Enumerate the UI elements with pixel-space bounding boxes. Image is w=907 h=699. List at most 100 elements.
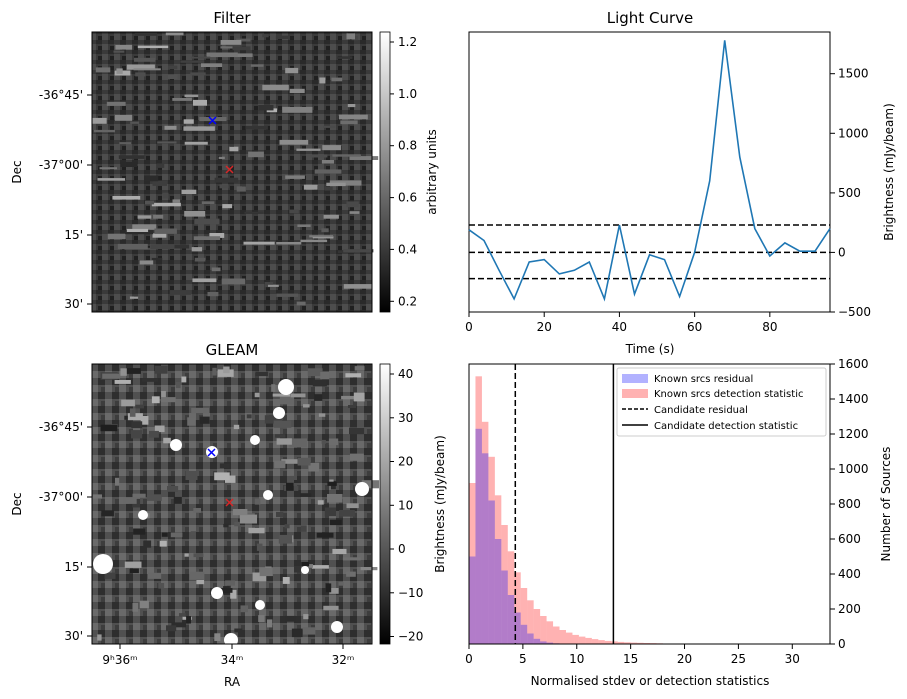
gleam-texture — [181, 376, 187, 383]
gleam-texture — [104, 572, 116, 579]
filter-streak — [201, 201, 215, 204]
filter-streak — [112, 196, 141, 200]
ra-tick-label: 32ᵐ — [332, 653, 355, 667]
histogram-bar — [514, 572, 521, 645]
colorbar-tick-label: 30 — [398, 411, 413, 425]
filter-streak — [191, 247, 203, 252]
filter-streak — [229, 146, 239, 152]
filter-streak — [232, 46, 251, 51]
gleam-colorbar — [379, 363, 391, 645]
gleam-texture — [199, 416, 210, 424]
dec-tick-label: -36°45' — [39, 420, 83, 434]
colorbar-tick-label: 40 — [398, 367, 413, 381]
histogram-bar — [546, 642, 554, 644]
filter-streak — [289, 209, 299, 214]
gleam-texture — [282, 577, 290, 584]
colorbar-tick-label: 1.0 — [398, 87, 417, 101]
filter-streak — [218, 156, 225, 160]
filter-streak — [125, 230, 154, 235]
dec-tick-label: 15' — [64, 228, 83, 242]
gleam-texture — [132, 603, 139, 612]
filter-streak — [113, 50, 125, 53]
histogram-bar — [527, 600, 534, 645]
gleam-bright-source — [255, 600, 265, 610]
filter-streak — [349, 211, 360, 214]
filter-streak — [303, 184, 318, 190]
gleam-texture — [193, 553, 204, 558]
histogram-bar — [617, 641, 625, 644]
histogram-ytick-label: 1600 — [838, 357, 869, 371]
gleam-texture — [239, 514, 257, 524]
gleam-texture — [100, 424, 118, 432]
filter-streak — [236, 186, 246, 192]
gleam-texture — [314, 394, 323, 401]
gleam-texture — [294, 566, 302, 573]
filter-streak — [151, 202, 181, 207]
legend-item-candidate-detection: Candidate detection statistic — [654, 421, 798, 432]
filter-streak — [144, 175, 159, 182]
filter-panel: Filter -36°45' -37°00' 15' 30' Dec 1.2 1.0 0.… — [10, 9, 439, 313]
filter-streak — [346, 33, 355, 40]
filter-streak — [211, 267, 221, 272]
gleam-texture — [308, 564, 313, 568]
gleam-texture — [297, 457, 311, 466]
colorbar-tick-label: 0.2 — [398, 294, 417, 308]
filter-streak — [190, 56, 211, 59]
gleam-texture — [332, 548, 347, 554]
filter-streak — [184, 94, 199, 98]
gleam-panel: GLEAM -36°45' -37°00' 15' 30' 9ʰ36ᵐ 34ᵐ 32ᵐ D… — [10, 341, 447, 689]
gleam-texture — [179, 613, 186, 617]
gleam-texture — [158, 583, 165, 589]
gleam-texture — [161, 391, 166, 400]
gleam-texture — [161, 532, 168, 537]
gleam-texture — [274, 460, 286, 469]
histogram-bar — [469, 483, 476, 644]
gleam-dec-ticks: -36°45' -37°00' 15' 30' — [39, 420, 92, 643]
gleam-texture — [286, 482, 294, 491]
gleam-texture — [338, 581, 344, 586]
gleam-texture — [193, 508, 201, 513]
histogram-xtick-label: 30 — [785, 652, 800, 666]
filter-streak — [183, 126, 215, 131]
filter-streak — [349, 156, 379, 160]
filter-streak — [134, 57, 156, 62]
histogram-xtick-label: 15 — [623, 652, 638, 666]
gleam-colorbar-label: Brightness (mJy/beam) — [433, 435, 447, 573]
filter-streak — [250, 64, 264, 67]
gleam-texture — [233, 424, 240, 430]
gleam-texture — [185, 471, 198, 480]
filter-streak — [285, 67, 299, 74]
gleam-texture — [342, 557, 361, 561]
gleam-texture — [339, 510, 355, 517]
filter-streak — [321, 160, 334, 164]
filter-streak — [262, 84, 289, 91]
filter-streak — [192, 278, 217, 283]
light-curve-xtick-label: 0 — [465, 320, 473, 334]
filter-streak — [126, 64, 155, 70]
gleam-texture — [189, 571, 205, 580]
histogram-bar — [507, 551, 515, 645]
histogram-bar — [520, 624, 528, 645]
filter-streak — [99, 167, 117, 170]
legend-swatch-detection — [622, 389, 648, 398]
light-curve-xtick-label: 20 — [537, 320, 552, 334]
gleam-texture — [129, 408, 136, 417]
gleam-bright-source — [138, 510, 148, 520]
filter-streak — [119, 142, 132, 145]
dec-tick-label: -36°45' — [39, 88, 83, 102]
histogram-ytick-label: 1200 — [838, 427, 869, 441]
gleam-texture — [327, 494, 343, 503]
gleam-texture — [130, 568, 139, 574]
gleam-texture — [186, 616, 191, 624]
gleam-texture — [279, 395, 295, 405]
gleam-texture — [166, 625, 177, 632]
gleam-texture — [160, 397, 176, 403]
filter-streak — [258, 104, 274, 111]
filter-streak — [219, 184, 229, 189]
filter-streak — [165, 32, 184, 36]
filter-red-cross — [225, 165, 234, 174]
gleam-texture — [301, 562, 310, 566]
filter-streak — [209, 233, 225, 238]
gleam-texture — [345, 373, 362, 378]
histogram-bar — [585, 637, 592, 644]
